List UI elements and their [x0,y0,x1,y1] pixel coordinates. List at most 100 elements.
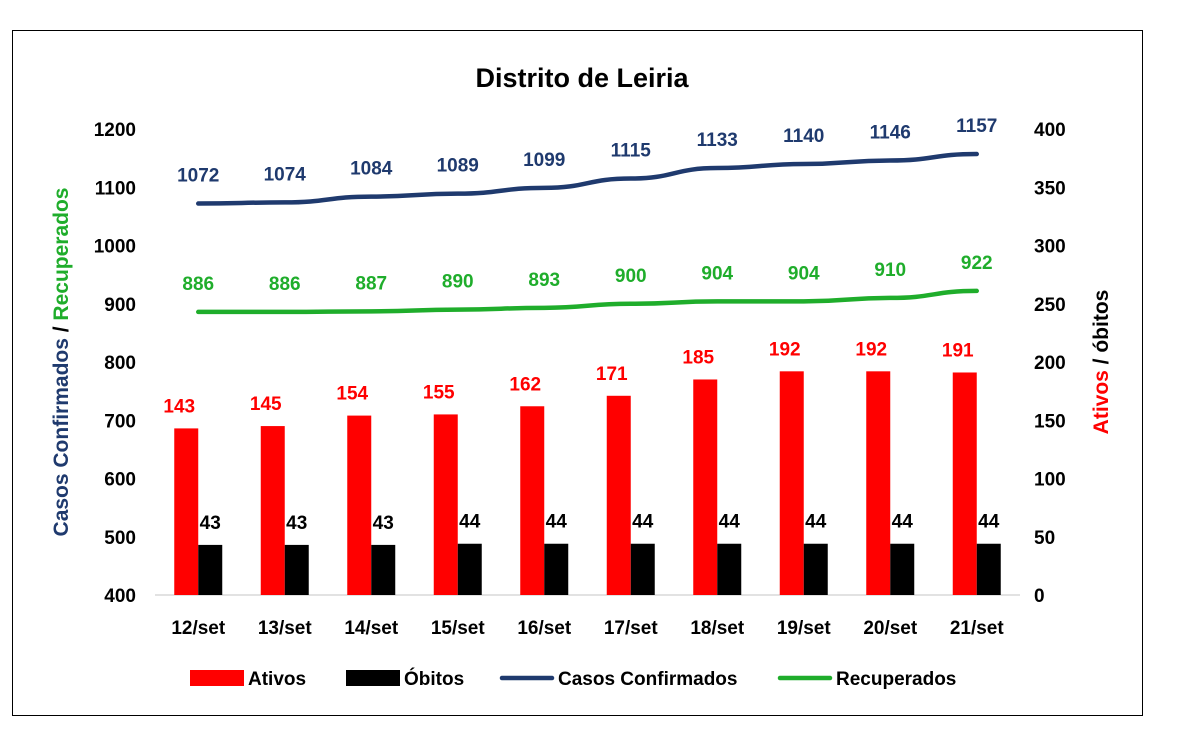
x-tick-label: 18/set [690,618,745,639]
x-tick-label: 17/set [604,618,659,639]
x-tick-label: 14/set [344,618,399,639]
legend-label-óbitos: Óbitos [404,668,464,690]
legend-swatch-óbitos [346,670,400,686]
svg-text:Casos Confirmados / Recuperado: Casos Confirmados / Recuperados [50,188,73,537]
data-label-recuperados: 893 [528,270,560,291]
data-label-recuperados: 890 [442,272,474,293]
bar-ativos [606,395,631,595]
data-label-ativos: 185 [682,347,714,368]
x-tick-label: 21/set [950,618,1005,639]
data-label-recuperados: 922 [961,253,993,274]
right-tick-label: 350 [1034,178,1066,199]
bar-ativos [347,415,372,595]
bar-ativos [693,379,718,595]
data-label-recuperados: 900 [615,266,647,287]
data-label-casos-confirmados: 1099 [523,150,565,171]
data-label-obitos: 43 [200,513,221,534]
data-label-ativos: 154 [336,384,368,405]
data-label-ativos: 143 [163,396,195,417]
right-tick-label: 250 [1034,295,1066,316]
x-tick-label: 13/set [258,618,313,639]
data-label-recuperados: 904 [701,263,733,284]
bar-obitos [371,544,396,595]
bar-ativos [433,414,458,595]
bar-obitos [630,543,655,595]
data-label-recuperados: 886 [182,274,214,295]
right-tick-label: 300 [1034,237,1066,258]
data-label-ativos: 171 [596,364,628,385]
data-label-casos-confirmados: 1140 [783,126,824,147]
bar-obitos [890,543,915,595]
axis-label-part: Recuperados [50,188,73,321]
left-tick-label: 500 [104,528,136,549]
bar-ativos [174,428,199,595]
x-tick-label: 12/set [171,618,226,639]
legend-label-ativos: Ativos [248,669,306,690]
data-label-casos-confirmados: 1084 [350,159,393,180]
bar-obitos [457,543,482,595]
data-label-ativos: 162 [509,374,541,395]
right-tick-label: 400 [1034,120,1066,141]
bar-ativos [779,371,804,595]
data-label-ativos: 192 [769,339,801,360]
left-tick-label: 700 [104,411,136,432]
right-tick-label: 200 [1034,353,1066,374]
data-label-obitos: 44 [978,512,1000,533]
right-tick-label: 150 [1034,411,1066,432]
data-labels: 143 145 154 155 162 171 185 192 192 191 43 43 43 44 44… [163,116,999,534]
axis-label-part: / [50,321,73,339]
data-label-ativos: 145 [250,394,282,415]
right-tick-label: 0 [1034,586,1045,607]
left-tick-label: 600 [104,470,136,491]
data-label-casos-confirmados: 1157 [956,116,997,137]
data-label-recuperados: 904 [788,263,820,284]
data-label-obitos: 44 [719,512,741,533]
left-axis-ticks: 400 500 600 700 800 900 1000 1100 1200 [94,120,136,607]
left-tick-label: 800 [104,353,136,374]
bar-ativos [260,426,285,595]
right-axis-label: Ativos / óbitos [1090,290,1113,435]
data-label-obitos: 44 [546,512,568,533]
data-label-obitos: 44 [805,512,827,533]
data-label-recuperados: 910 [874,260,906,281]
right-axis-ticks: 0 50 100 150 200 250 300 350 400 [1034,120,1066,607]
bar-obitos [284,544,309,595]
data-label-casos-confirmados: 1089 [437,156,479,177]
line-recuperados [196,288,979,315]
bar-ativos [520,406,545,595]
bar-obitos [544,543,569,595]
data-label-casos-confirmados: 1074 [264,164,307,185]
data-label-casos-confirmados: 1115 [611,141,652,162]
bar-series [174,371,1001,595]
x-tick-label: 16/set [517,618,572,639]
axis-label-part: Ativos [1090,370,1113,434]
legend-label-recuperados: Recuperados [836,669,956,690]
line-series [196,151,979,315]
data-label-obitos: 44 [892,512,914,533]
left-tick-label: 400 [104,586,136,607]
data-label-recuperados: 886 [269,274,301,295]
left-tick-label: 1000 [94,237,136,258]
svg-text:Ativos / óbitos: Ativos / óbitos [1090,290,1113,435]
legend: Ativos Óbitos Casos Confirmados Recuperados [190,668,956,690]
bar-obitos [976,543,1001,595]
x-tick-label: 15/set [431,618,486,639]
axis-label-part: Casos Confirmados [50,338,73,536]
data-label-casos-confirmados: 1133 [697,130,738,151]
x-tick-label: 20/set [863,618,918,639]
right-tick-label: 50 [1034,528,1055,549]
left-tick-label: 1100 [95,178,136,199]
data-label-ativos: 191 [942,340,974,361]
right-tick-label: 100 [1034,470,1066,491]
data-label-casos-confirmados: 1146 [870,122,911,143]
left-axis-label: Casos Confirmados / Recuperados [50,188,73,537]
x-tick-label: 19/set [777,618,832,639]
data-label-obitos: 44 [459,512,481,533]
bar-ativos [866,371,891,595]
left-tick-label: 1200 [94,120,136,141]
data-label-obitos: 43 [373,513,394,534]
x-axis-ticks: 12/set 13/set 14/set 15/set 16/set 17/set 18/s… [171,618,1004,639]
data-label-ativos: 192 [855,339,887,360]
left-tick-label: 900 [104,295,136,316]
